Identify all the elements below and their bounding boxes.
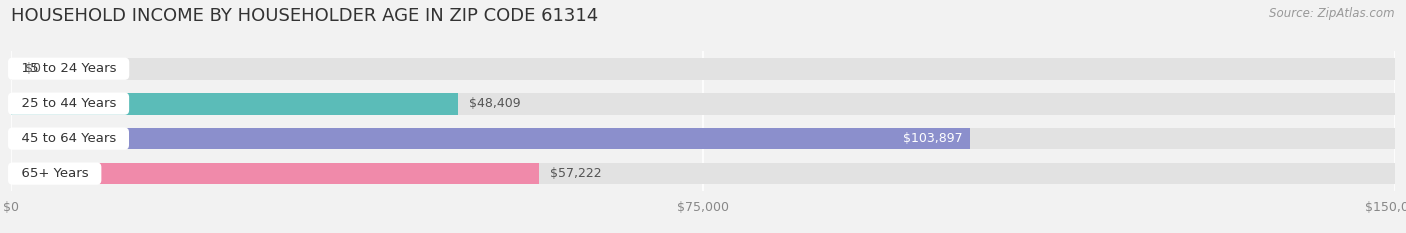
Text: 15 to 24 Years: 15 to 24 Years xyxy=(13,62,125,75)
Text: $57,222: $57,222 xyxy=(550,167,602,180)
Text: 65+ Years: 65+ Years xyxy=(13,167,97,180)
Text: $48,409: $48,409 xyxy=(468,97,520,110)
Bar xyxy=(11,58,1395,80)
Bar xyxy=(11,93,1395,115)
Bar xyxy=(11,128,970,150)
Bar xyxy=(11,163,538,185)
Text: 25 to 44 Years: 25 to 44 Years xyxy=(13,97,125,110)
Text: $0: $0 xyxy=(25,62,41,75)
Bar xyxy=(11,128,1395,150)
Text: 45 to 64 Years: 45 to 64 Years xyxy=(13,132,124,145)
Text: $103,897: $103,897 xyxy=(903,132,963,145)
Text: Source: ZipAtlas.com: Source: ZipAtlas.com xyxy=(1270,7,1395,20)
Bar xyxy=(11,93,458,115)
Text: HOUSEHOLD INCOME BY HOUSEHOLDER AGE IN ZIP CODE 61314: HOUSEHOLD INCOME BY HOUSEHOLDER AGE IN Z… xyxy=(11,7,599,25)
Bar xyxy=(11,163,1395,185)
